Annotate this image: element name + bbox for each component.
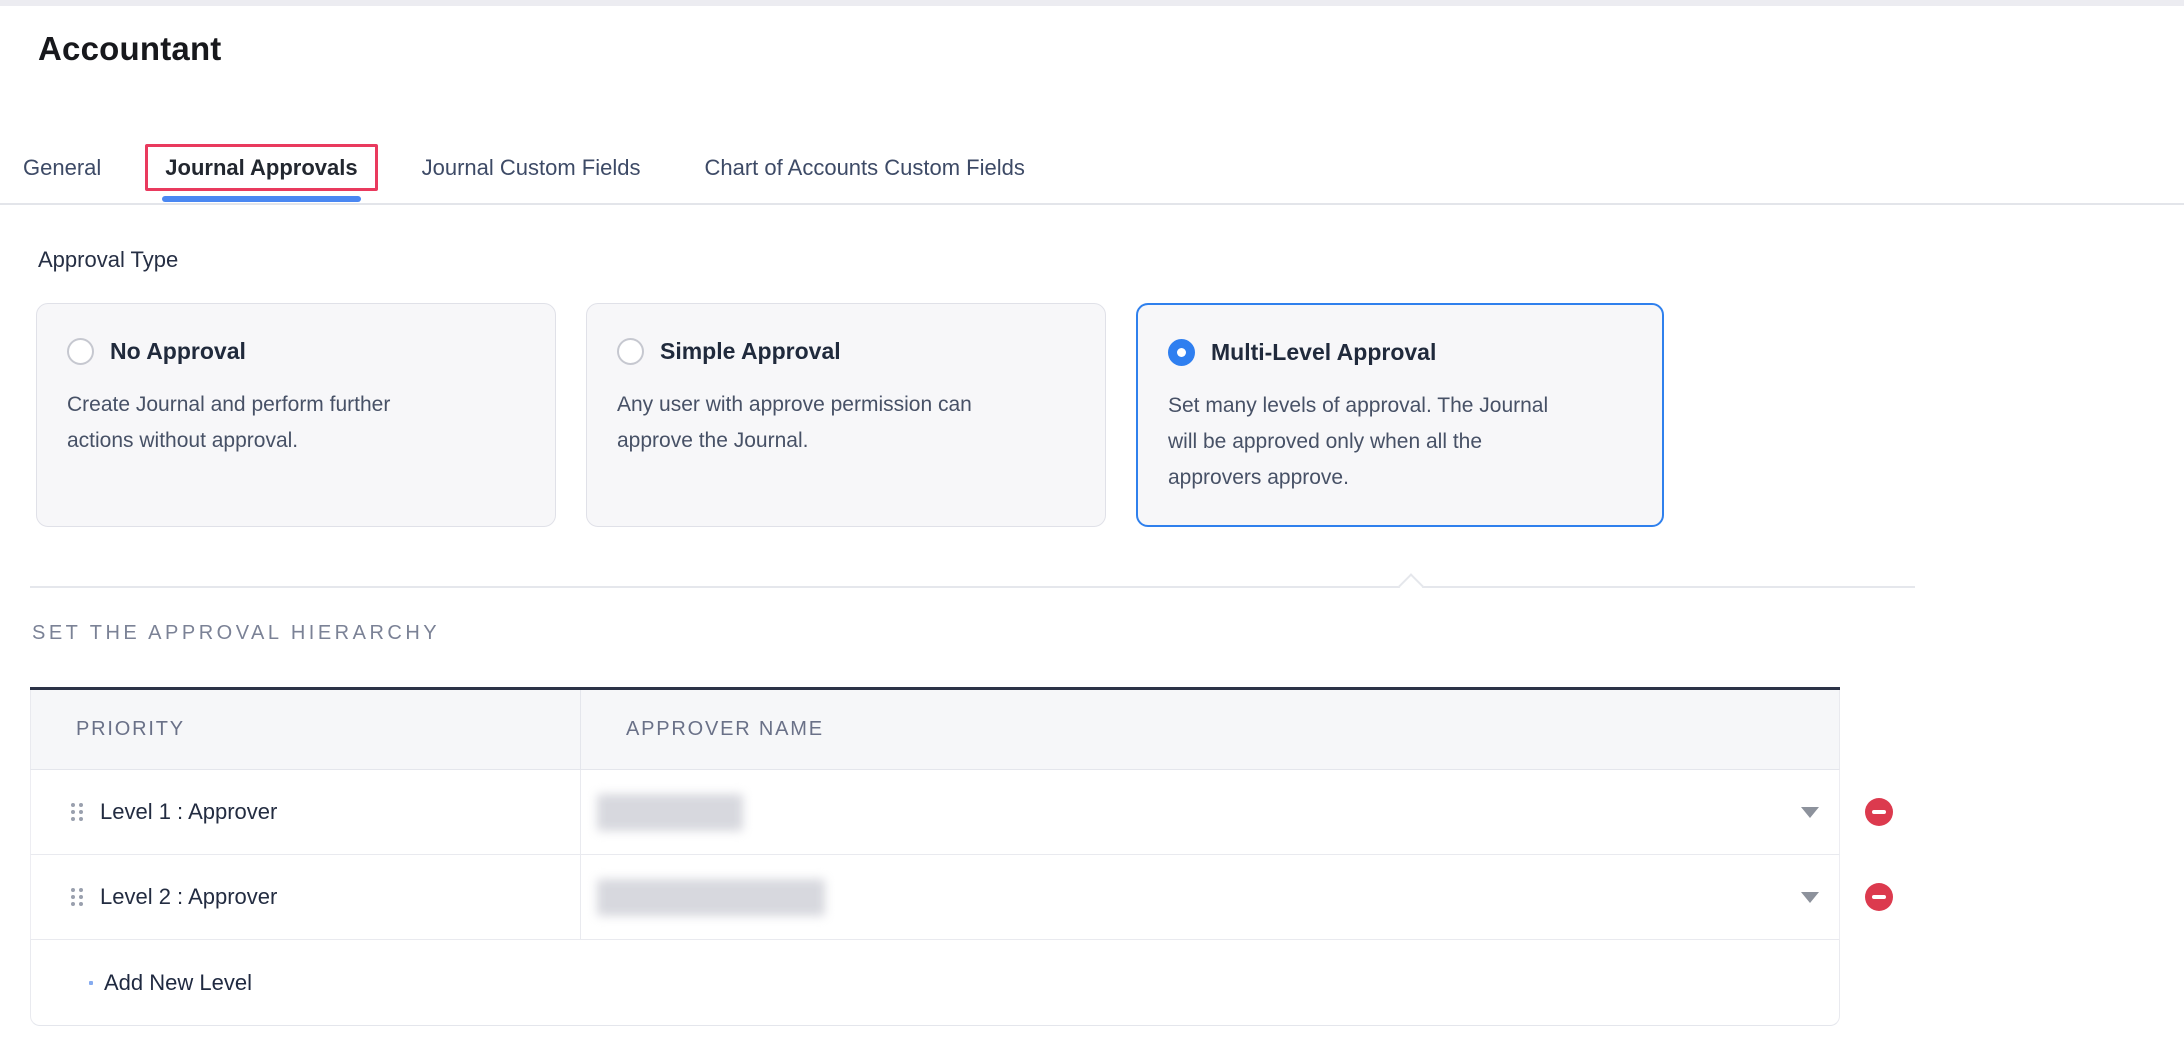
priority-label: Level 1 : Approver bbox=[100, 799, 278, 824]
chevron-down-icon bbox=[1801, 892, 1819, 903]
remove-level-1-button[interactable] bbox=[1865, 798, 1893, 826]
approval-type-label: Approval Type bbox=[38, 247, 179, 272]
option-card-head: No Approval bbox=[67, 338, 525, 365]
tab-journal-custom-fields[interactable]: Journal Custom Fields bbox=[421, 155, 641, 180]
option-description: Create Journal and perform further actio… bbox=[67, 393, 391, 452]
top-window-bar bbox=[0, 0, 2184, 6]
option-title: Simple Approval bbox=[660, 338, 841, 364]
page-title: Accountant bbox=[38, 30, 222, 67]
drag-handle-icon[interactable] bbox=[71, 803, 83, 821]
minus-icon bbox=[1872, 810, 1886, 814]
active-tab-underline bbox=[162, 196, 361, 202]
hierarchy-section-heading: SET THE APPROVAL HIERARCHY bbox=[32, 622, 441, 644]
tab-bar: General Journal Approvals Journal Custom… bbox=[23, 144, 1025, 202]
priority-label: Level 2 : Approver bbox=[100, 884, 278, 909]
priority-cell: Level 1 : Approver bbox=[31, 770, 581, 854]
column-header-priority: PRIORITY bbox=[31, 690, 581, 769]
priority-cell: Level 2 : Approver bbox=[31, 855, 581, 939]
radio-unchecked-icon[interactable] bbox=[617, 338, 644, 365]
redacted-approver-value bbox=[597, 793, 743, 831]
table-header-row: PRIORITY APPROVER NAME bbox=[30, 690, 1840, 770]
add-bullet-icon bbox=[89, 980, 93, 985]
chevron-down-icon bbox=[1801, 807, 1819, 818]
tab-journal-approvals-label: Journal Approvals bbox=[165, 155, 358, 180]
option-description: Any user with approve permission can app… bbox=[617, 393, 972, 452]
option-card-multi-level-approval[interactable]: Multi-Level Approval Set many levels of … bbox=[1136, 303, 1664, 527]
tab-chart-of-accounts-custom-fields[interactable]: Chart of Accounts Custom Fields bbox=[704, 155, 1025, 180]
minus-icon bbox=[1872, 895, 1886, 899]
option-description: Set many levels of approval. The Journal… bbox=[1168, 394, 1549, 489]
option-title: No Approval bbox=[110, 338, 246, 364]
divider-notch-pointer bbox=[1398, 573, 1424, 599]
option-card-head: Simple Approval bbox=[617, 338, 1075, 365]
column-header-approver-name: APPROVER NAME bbox=[626, 718, 824, 740]
radio-unchecked-icon[interactable] bbox=[67, 338, 94, 365]
approval-type-options: No Approval Create Journal and perform f… bbox=[36, 303, 1664, 527]
tabs-divider bbox=[0, 203, 2184, 205]
option-card-head: Multi-Level Approval bbox=[1168, 339, 1632, 366]
approval-hierarchy-table: PRIORITY APPROVER NAME Level 1 : Approve… bbox=[30, 687, 1840, 1026]
drag-handle-icon[interactable] bbox=[71, 888, 83, 906]
remove-level-2-button[interactable] bbox=[1865, 883, 1893, 911]
redacted-approver-value bbox=[597, 878, 825, 916]
option-card-no-approval[interactable]: No Approval Create Journal and perform f… bbox=[36, 303, 556, 527]
approver-select[interactable] bbox=[581, 855, 1841, 939]
option-card-simple-approval[interactable]: Simple Approval Any user with approve pe… bbox=[586, 303, 1106, 527]
section-divider bbox=[30, 573, 1915, 599]
approver-select[interactable] bbox=[581, 770, 1841, 854]
add-new-level-label: Add New Level bbox=[104, 969, 252, 995]
radio-checked-icon[interactable] bbox=[1168, 339, 1195, 366]
table-row: Level 2 : Approver bbox=[30, 855, 1840, 940]
option-title: Multi-Level Approval bbox=[1211, 339, 1437, 365]
add-new-level-button[interactable]: Add New Level bbox=[30, 940, 1840, 1026]
table-row: Level 1 : Approver bbox=[30, 770, 1840, 855]
tab-journal-approvals[interactable]: Journal Approvals bbox=[145, 144, 378, 202]
tab-general[interactable]: General bbox=[23, 155, 102, 180]
